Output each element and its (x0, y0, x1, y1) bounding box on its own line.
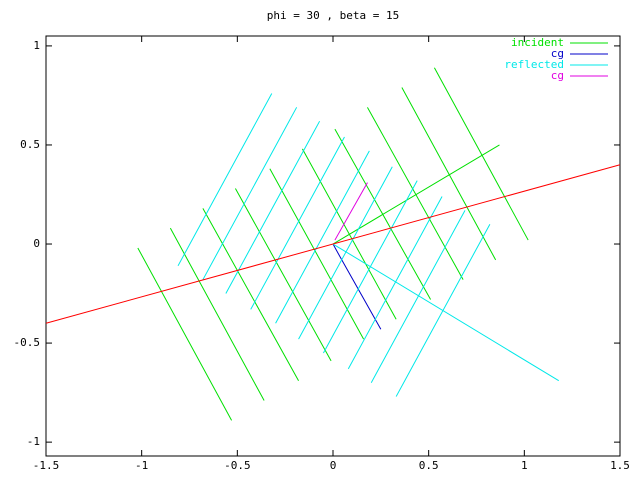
chart-title: phi = 30 , beta = 15 (267, 9, 399, 22)
y-tick-label: -0.5 (14, 336, 41, 349)
series-line (332, 243, 382, 330)
x-tick-label: 1.5 (610, 459, 630, 472)
plot-frame (45, 35, 621, 457)
legend-label: reflected (504, 58, 564, 71)
legend-label: cg (551, 47, 564, 60)
x-tick-label: -1.5 (33, 459, 60, 472)
y-tick-label: 0 (33, 237, 40, 250)
legend-label: incident (511, 36, 564, 49)
series-line (137, 67, 529, 421)
x-tick-label: 1 (521, 459, 528, 472)
x-tick-label: 0 (330, 459, 337, 472)
y-tick-label: 0.5 (20, 138, 40, 151)
x-tick-label: 0.5 (419, 459, 439, 472)
x-tick-label: -0.5 (224, 459, 251, 472)
x-tick-label: -1 (135, 459, 148, 472)
y-tick-label: -1 (27, 435, 40, 448)
series-line (177, 93, 560, 397)
legend-label: cg (551, 69, 564, 82)
series-line (45, 164, 621, 324)
y-tick-label: 1 (33, 39, 40, 52)
series-line (334, 182, 368, 241)
